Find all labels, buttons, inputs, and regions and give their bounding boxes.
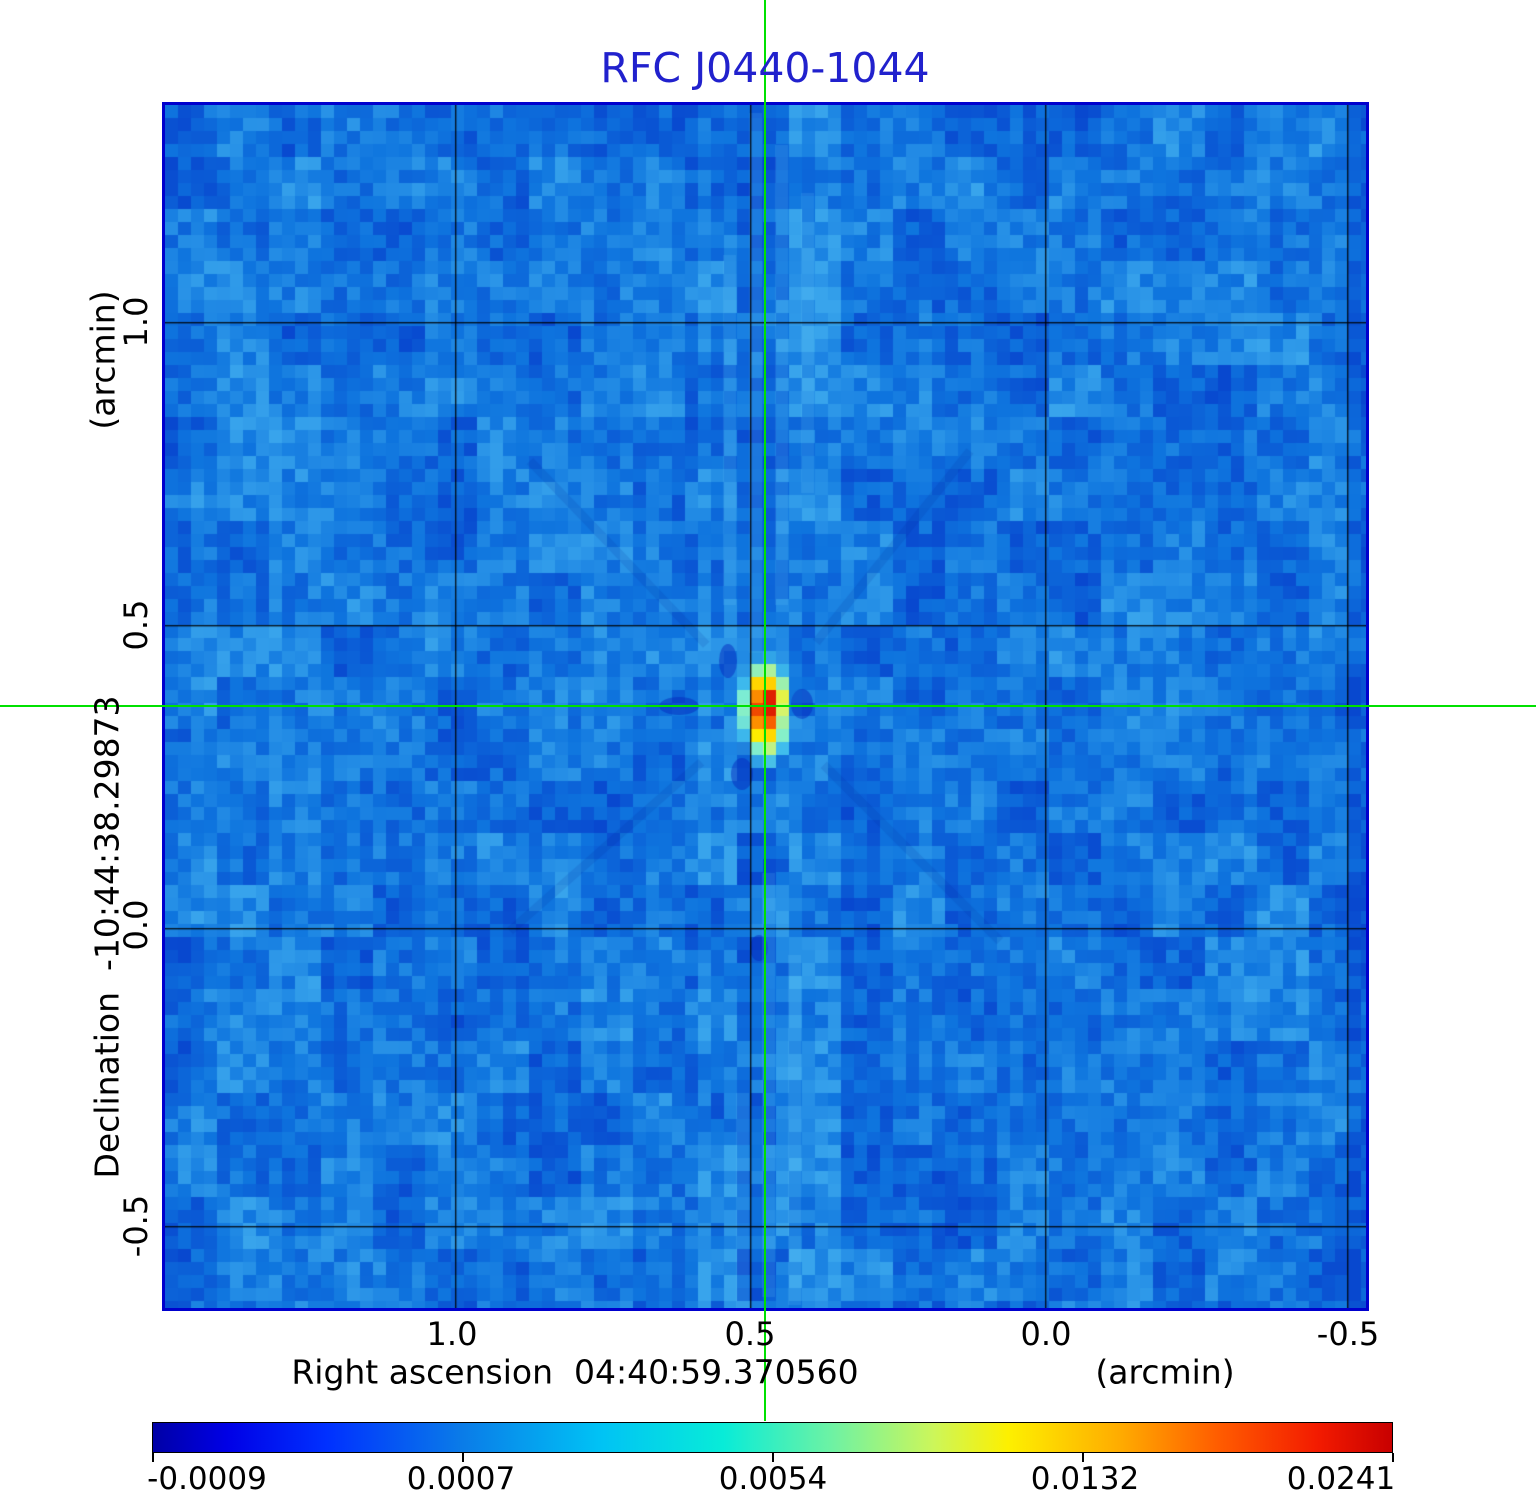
y-tick-label-4: -0.5 xyxy=(117,1194,155,1258)
colorbar-tick-1 xyxy=(152,1453,154,1462)
crosshair-vertical-line xyxy=(764,0,766,1421)
colorbar-tick-2 xyxy=(462,1453,464,1462)
colorbar-label-1: -0.0009 xyxy=(147,1461,267,1497)
y-tick-label-1: 1.0 xyxy=(117,296,155,348)
colorbar-tick-5 xyxy=(1392,1453,1394,1462)
x-tick-label-4: -0.5 xyxy=(1316,1315,1380,1353)
colorbar-tick-3 xyxy=(772,1453,774,1462)
crosshair-horizontal-line xyxy=(0,705,1536,707)
y-tick-label-3: 0.0 xyxy=(117,899,155,951)
colorbar-label-2: 0.0007 xyxy=(406,1461,516,1497)
colorbar-label-5: 0.0241 xyxy=(1286,1461,1396,1497)
x-axis-title: Right ascension 04:40:59.370560 xyxy=(291,1352,859,1392)
x-tick-label-2: 0.5 xyxy=(724,1315,776,1353)
colorbar-gradient xyxy=(152,1422,1393,1453)
x-axis-unit-label: (arcmin) xyxy=(1095,1352,1235,1392)
colorbar-label-3: 0.0054 xyxy=(718,1461,828,1497)
figure-title: RFC J0440-1044 xyxy=(600,44,930,92)
y-tick-label-2: 0.5 xyxy=(117,599,155,651)
x-tick-label-1: 1.0 xyxy=(426,1315,478,1353)
colorbar-tick-4 xyxy=(1082,1453,1084,1462)
x-tick-label-3: 0.0 xyxy=(1020,1315,1072,1353)
colorbar-label-4: 0.0132 xyxy=(1030,1461,1140,1497)
